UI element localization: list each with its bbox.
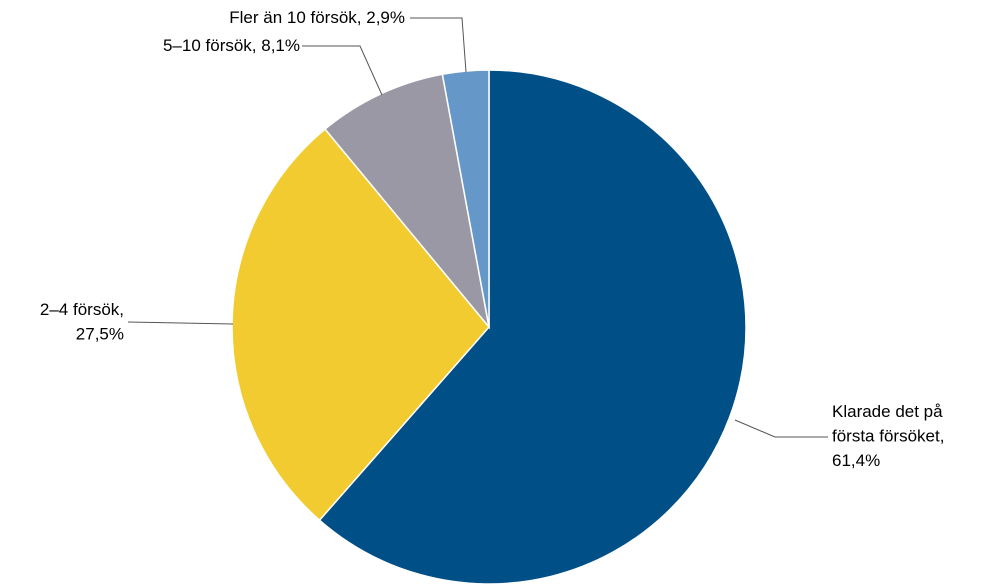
pie-slice — [318, 69, 747, 585]
leader-line — [410, 17, 467, 73]
pie-slice — [323, 73, 491, 330]
leader-line — [127, 321, 234, 325]
slice-label: 2–4 försök, 27,5% — [40, 300, 124, 344]
leader-line — [734, 419, 828, 438]
slice-label: 5–10 försök, 8,1% — [163, 36, 300, 55]
pie-slice — [231, 128, 490, 522]
slice-label: Fler än 10 försök, 2,9% — [229, 8, 405, 27]
slice-label: Klarade det på första försöket, 61,4% — [832, 402, 944, 470]
leader-line — [302, 45, 383, 96]
